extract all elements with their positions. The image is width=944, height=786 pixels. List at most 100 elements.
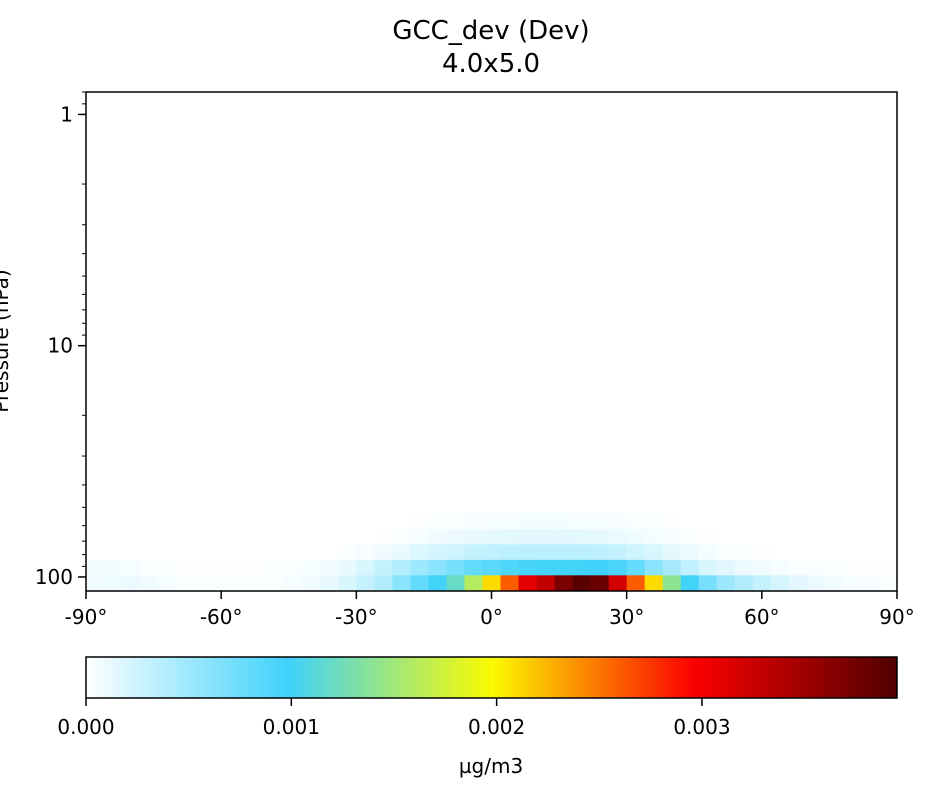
heatmap-cell [644,543,664,560]
heatmap-cell [104,543,123,560]
heatmap-cell [860,559,880,576]
heatmap-cell [536,528,555,545]
heatmap-cell [212,543,231,560]
heatmap-cell [356,574,375,591]
heatmap-cell [446,574,465,591]
heatmap-cell [230,528,249,545]
heatmap-cell [482,513,501,530]
heatmap-cell [662,543,682,560]
heatmap-cell [608,559,628,576]
y-axis-label: Pressure (hPa) [0,269,13,412]
heatmap-cell [554,513,573,530]
heatmap-cell [374,513,393,530]
heatmap-cell [320,528,339,545]
x-tick-label: 90° [879,605,914,629]
heatmap-cell [680,528,700,545]
heatmap-cell [158,513,177,530]
heatmap-cell [356,528,375,545]
heatmap-cell [680,513,700,530]
heatmap-cell [356,543,375,560]
heatmap-cell [86,559,105,576]
colorbar-label: µg/m3 [459,754,523,778]
heatmap-cell [626,559,646,576]
colorbar: 0.000 0.001 0.002 0.003 µg/m3 [57,656,898,778]
heatmap-cell [320,559,339,576]
heatmap-cell [554,528,573,545]
y-axis: 1 10 100 [35,91,86,589]
heatmap-cell [842,559,862,576]
heatmap-cell [662,528,682,545]
heatmap-cell [86,543,105,560]
heatmap-cell [374,543,393,560]
heatmap-cell [878,559,897,576]
heatmap-cell [608,574,628,591]
heatmap-cell [428,543,447,560]
heatmap-cell [374,574,393,591]
heatmap-cell [734,513,754,530]
heatmap-cell [428,574,447,591]
heatmap-cell [500,574,519,591]
heatmap-cell [698,528,718,545]
x-axis: -90° -60° -30° 0° 30° 60° 90° [65,591,915,629]
colorbar-tick-label: 0.000 [57,715,114,739]
heatmap-cell [374,559,393,576]
heatmap-cell [230,559,249,576]
heatmap-cell [212,528,231,545]
heatmap-cell [338,528,357,545]
heatmap-cell [266,574,285,591]
chart-subtitle: 4.0x5.0 [442,49,540,79]
heatmap-cell [824,574,844,591]
heatmap-cell [500,528,519,545]
heatmap-cell [140,528,159,545]
heatmap-cell [158,528,177,545]
heatmap-cell [464,574,483,591]
heatmap-cell [410,559,429,576]
x-tick-label: 60° [744,605,779,629]
heatmap-cell [716,528,736,545]
heatmap-cell [482,543,501,560]
heatmap-cell [608,543,628,560]
heatmap-cell [158,559,177,576]
y-tick-label: 100 [35,565,73,589]
heatmap-cell [392,559,411,576]
heatmap-cell [824,513,844,530]
heatmap-cell [446,559,465,576]
heatmap-cell [140,543,159,560]
heatmap-cell [446,528,465,545]
heatmap-cell [770,528,790,545]
heatmap-cell [284,513,303,530]
heatmap-cell [752,559,772,576]
heatmap-cell [482,559,501,576]
heatmap-cell [554,559,573,576]
x-tick-label: -90° [65,605,108,629]
heatmap-cell [788,574,808,591]
heatmap-cell [806,528,826,545]
heatmap-cell [428,513,447,530]
heatmap-cell [230,543,249,560]
heatmap-cell [572,513,592,530]
heatmap-cell [662,559,682,576]
x-tick-label: 30° [609,605,644,629]
heatmap-cell [806,559,826,576]
heatmap-cell [338,543,357,560]
heatmap-cell [464,513,483,530]
heatmap-cell [446,513,465,530]
heatmap-cell [680,574,700,591]
heatmap-cell [716,543,736,560]
x-tick-label: 0° [480,605,503,629]
heatmap-cell [248,559,267,576]
heatmap-cell [464,528,483,545]
heatmap-cell [644,513,664,530]
heatmap-cell [464,543,483,560]
heatmap-cell [734,528,754,545]
heatmap-cell [104,528,123,545]
heatmap-cell [212,513,231,530]
heatmap-cell [824,528,844,545]
heatmap-cell [536,513,555,530]
heatmap-cell [878,513,897,530]
heatmap-cell [158,543,177,560]
heatmap-cell [302,574,321,591]
heatmap-cell [608,513,628,530]
chart-title: GCC_dev (Dev) [392,16,589,46]
heatmap-cell [770,513,790,530]
